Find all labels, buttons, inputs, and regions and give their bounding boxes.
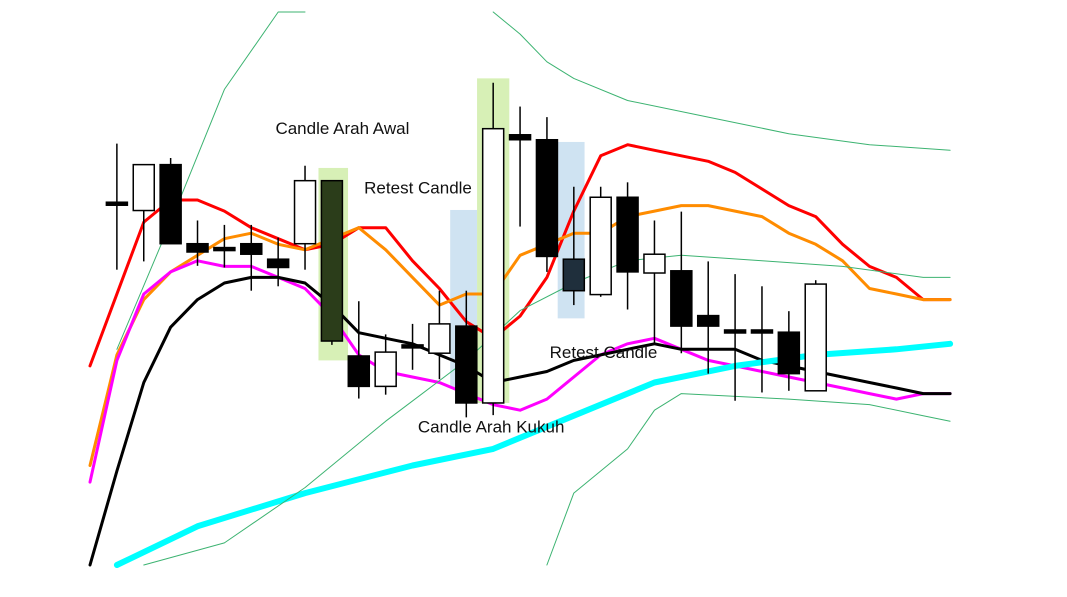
candle-body xyxy=(240,242,263,255)
candle-body xyxy=(293,179,317,245)
candle xyxy=(589,186,612,297)
candle-body xyxy=(696,314,720,327)
candle-body xyxy=(401,344,424,349)
candle xyxy=(777,311,801,391)
candle-body xyxy=(455,325,478,404)
candle-body xyxy=(159,163,182,245)
highlight-zone-4 xyxy=(557,141,585,319)
indicator-line-8 xyxy=(143,254,951,566)
candle xyxy=(159,157,182,245)
candle xyxy=(804,280,827,392)
candle xyxy=(105,143,129,270)
candle xyxy=(347,301,371,399)
candle xyxy=(455,290,478,418)
candle xyxy=(374,334,397,395)
candle-body xyxy=(589,196,612,296)
candle xyxy=(562,186,586,306)
candle-body xyxy=(750,329,774,334)
annotation-label: Retest Candle xyxy=(364,178,472,197)
candle xyxy=(401,323,424,370)
candle xyxy=(481,82,505,416)
candle-body xyxy=(481,127,505,404)
candle xyxy=(186,220,209,266)
candle-body xyxy=(643,253,666,274)
candle xyxy=(696,261,720,374)
annotations: Candle Arah Awal Retest Candle Retest Cand… xyxy=(275,119,657,436)
indicator-line-1 xyxy=(88,143,952,368)
candle xyxy=(266,237,290,287)
indicator-line-2 xyxy=(88,204,952,467)
candle xyxy=(240,224,263,291)
candle xyxy=(213,224,236,268)
candle xyxy=(616,182,639,310)
candle-body xyxy=(320,179,344,342)
candle-body xyxy=(374,351,397,388)
candle xyxy=(535,117,559,272)
annotation-label: Candle Arah Awal xyxy=(275,119,409,138)
candle-body xyxy=(105,201,129,206)
candle-body xyxy=(508,134,532,141)
candle xyxy=(508,106,532,227)
indicator-line-5 xyxy=(113,340,954,568)
candle-body xyxy=(186,242,209,253)
candle xyxy=(643,220,666,344)
candle-body xyxy=(804,283,827,392)
candle-body xyxy=(723,329,747,334)
candle-body xyxy=(777,331,801,375)
candle-body xyxy=(266,258,290,269)
annotation-label: Retest Candle xyxy=(550,343,658,362)
indicator-line-6 xyxy=(116,11,306,350)
indicator-line-7 xyxy=(492,11,951,151)
candle-body xyxy=(213,246,236,252)
candle-body xyxy=(347,355,371,388)
candle-body xyxy=(616,196,639,273)
candle xyxy=(320,179,344,345)
candle xyxy=(670,211,693,354)
candle xyxy=(750,286,774,393)
candle-body xyxy=(670,270,693,327)
annotation-label: Candle Arah Kukuh xyxy=(418,417,565,436)
indicator-line-9 xyxy=(546,393,951,566)
candle-body xyxy=(562,258,586,292)
candle xyxy=(428,290,451,380)
candle xyxy=(723,274,747,401)
candle-body xyxy=(132,163,156,212)
candles xyxy=(105,82,827,418)
candle-body xyxy=(535,138,559,258)
candle-body xyxy=(428,323,451,354)
candle xyxy=(132,163,156,262)
candle xyxy=(293,165,317,270)
